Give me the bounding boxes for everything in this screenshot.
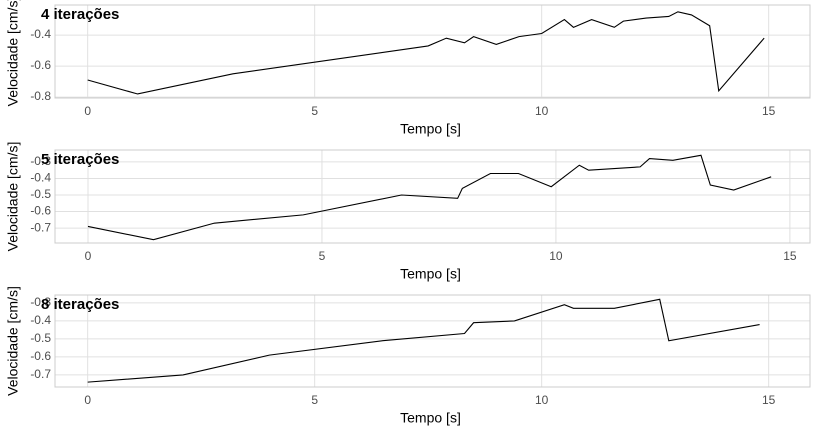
y-tick-label: -0.4 [30,27,51,41]
plot-border [54,294,811,388]
x-tick-label: 15 [762,393,776,407]
x-tick-label: 10 [535,104,549,118]
y-tick-label: -0.6 [30,204,51,218]
x-axis-label: Tempo [s] [400,410,461,426]
y-tick-label: -0.8 [30,89,51,103]
x-tick-label: 10 [549,249,563,263]
x-tick-label: 0 [85,249,92,263]
y-tick-label: -0.7 [30,367,51,381]
x-axis-label: Tempo [s] [400,266,461,282]
y-axis-label: Velocidade [cm/s] [5,0,21,106]
x-axis-label: Tempo [s] [400,121,461,137]
y-axis-label: Velocidade [cm/s] [5,286,21,396]
y-tick-label: -0.5 [30,331,51,345]
y-tick-label: -0.4 [30,313,51,327]
y-tick-label: -0.4 [30,171,51,185]
panel-title: 5 iterações [41,151,119,168]
x-tick-label: 5 [311,393,318,407]
plot-border [54,4,811,99]
plot-border [54,149,811,244]
x-tick-label: 15 [783,249,797,263]
data-line [87,11,765,95]
x-tick-label: 15 [762,104,776,118]
y-tick-label: -0.7 [30,220,51,234]
y-axis-label: Velocidade [cm/s] [5,142,21,252]
data-line [87,298,760,383]
panel-title: 8 iterações [41,296,119,313]
data-line [87,154,772,241]
x-tick-label: 5 [311,104,318,118]
y-tick-label: -0.5 [30,187,51,201]
y-tick-label: -0.3 [30,154,51,168]
x-tick-label: 10 [535,393,549,407]
x-tick-label: 0 [84,393,91,407]
x-tick-label: 5 [319,249,326,263]
y-tick-label: -0.3 [30,295,51,309]
x-tick-label: 0 [84,104,91,118]
y-tick-label: -0.6 [30,58,51,72]
y-tick-label: -0.6 [30,349,51,363]
panel-title: 4 iterações [41,6,119,23]
